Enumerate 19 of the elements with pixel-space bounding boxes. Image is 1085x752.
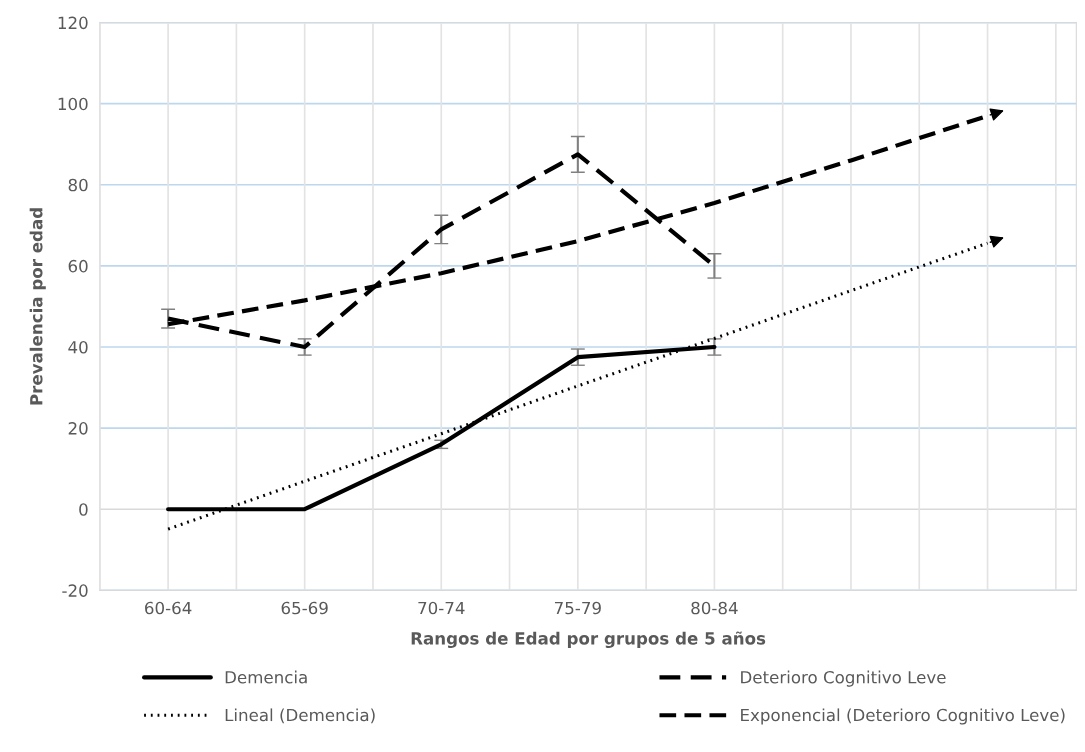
y-tick-label: 0 (79, 503, 88, 516)
y-tick-label: 20 (68, 422, 88, 435)
y-tick-label: -20 (62, 584, 88, 597)
y-axis-title: Prevalencia por edad (29, 208, 46, 405)
legend-label: Demencia (225, 670, 307, 684)
x-tick-label: 75-79 (554, 601, 601, 615)
x-tick-label: 65-69 (281, 601, 328, 615)
y-tick-label: 60 (68, 259, 88, 273)
x-axis-title: Rangos de Edad por grupos de 5 años (411, 631, 766, 649)
legend-label: Lineal (Demencia) (225, 708, 375, 724)
y-tick-label: 100 (58, 97, 88, 111)
x-tick-label: 60-64 (145, 601, 192, 615)
legend-label: Deterioro Cognitivo Leve (741, 670, 946, 687)
y-tick-label: 120 (58, 16, 88, 30)
y-tick-label: 80 (68, 178, 88, 192)
x-tick-label: 80-84 (691, 601, 738, 615)
y-tick-label: 40 (68, 340, 88, 354)
legend-label: Exponencial (Deterioro Cognitivo Leve) (741, 708, 1065, 725)
x-tick-label: 70-74 (418, 601, 465, 615)
